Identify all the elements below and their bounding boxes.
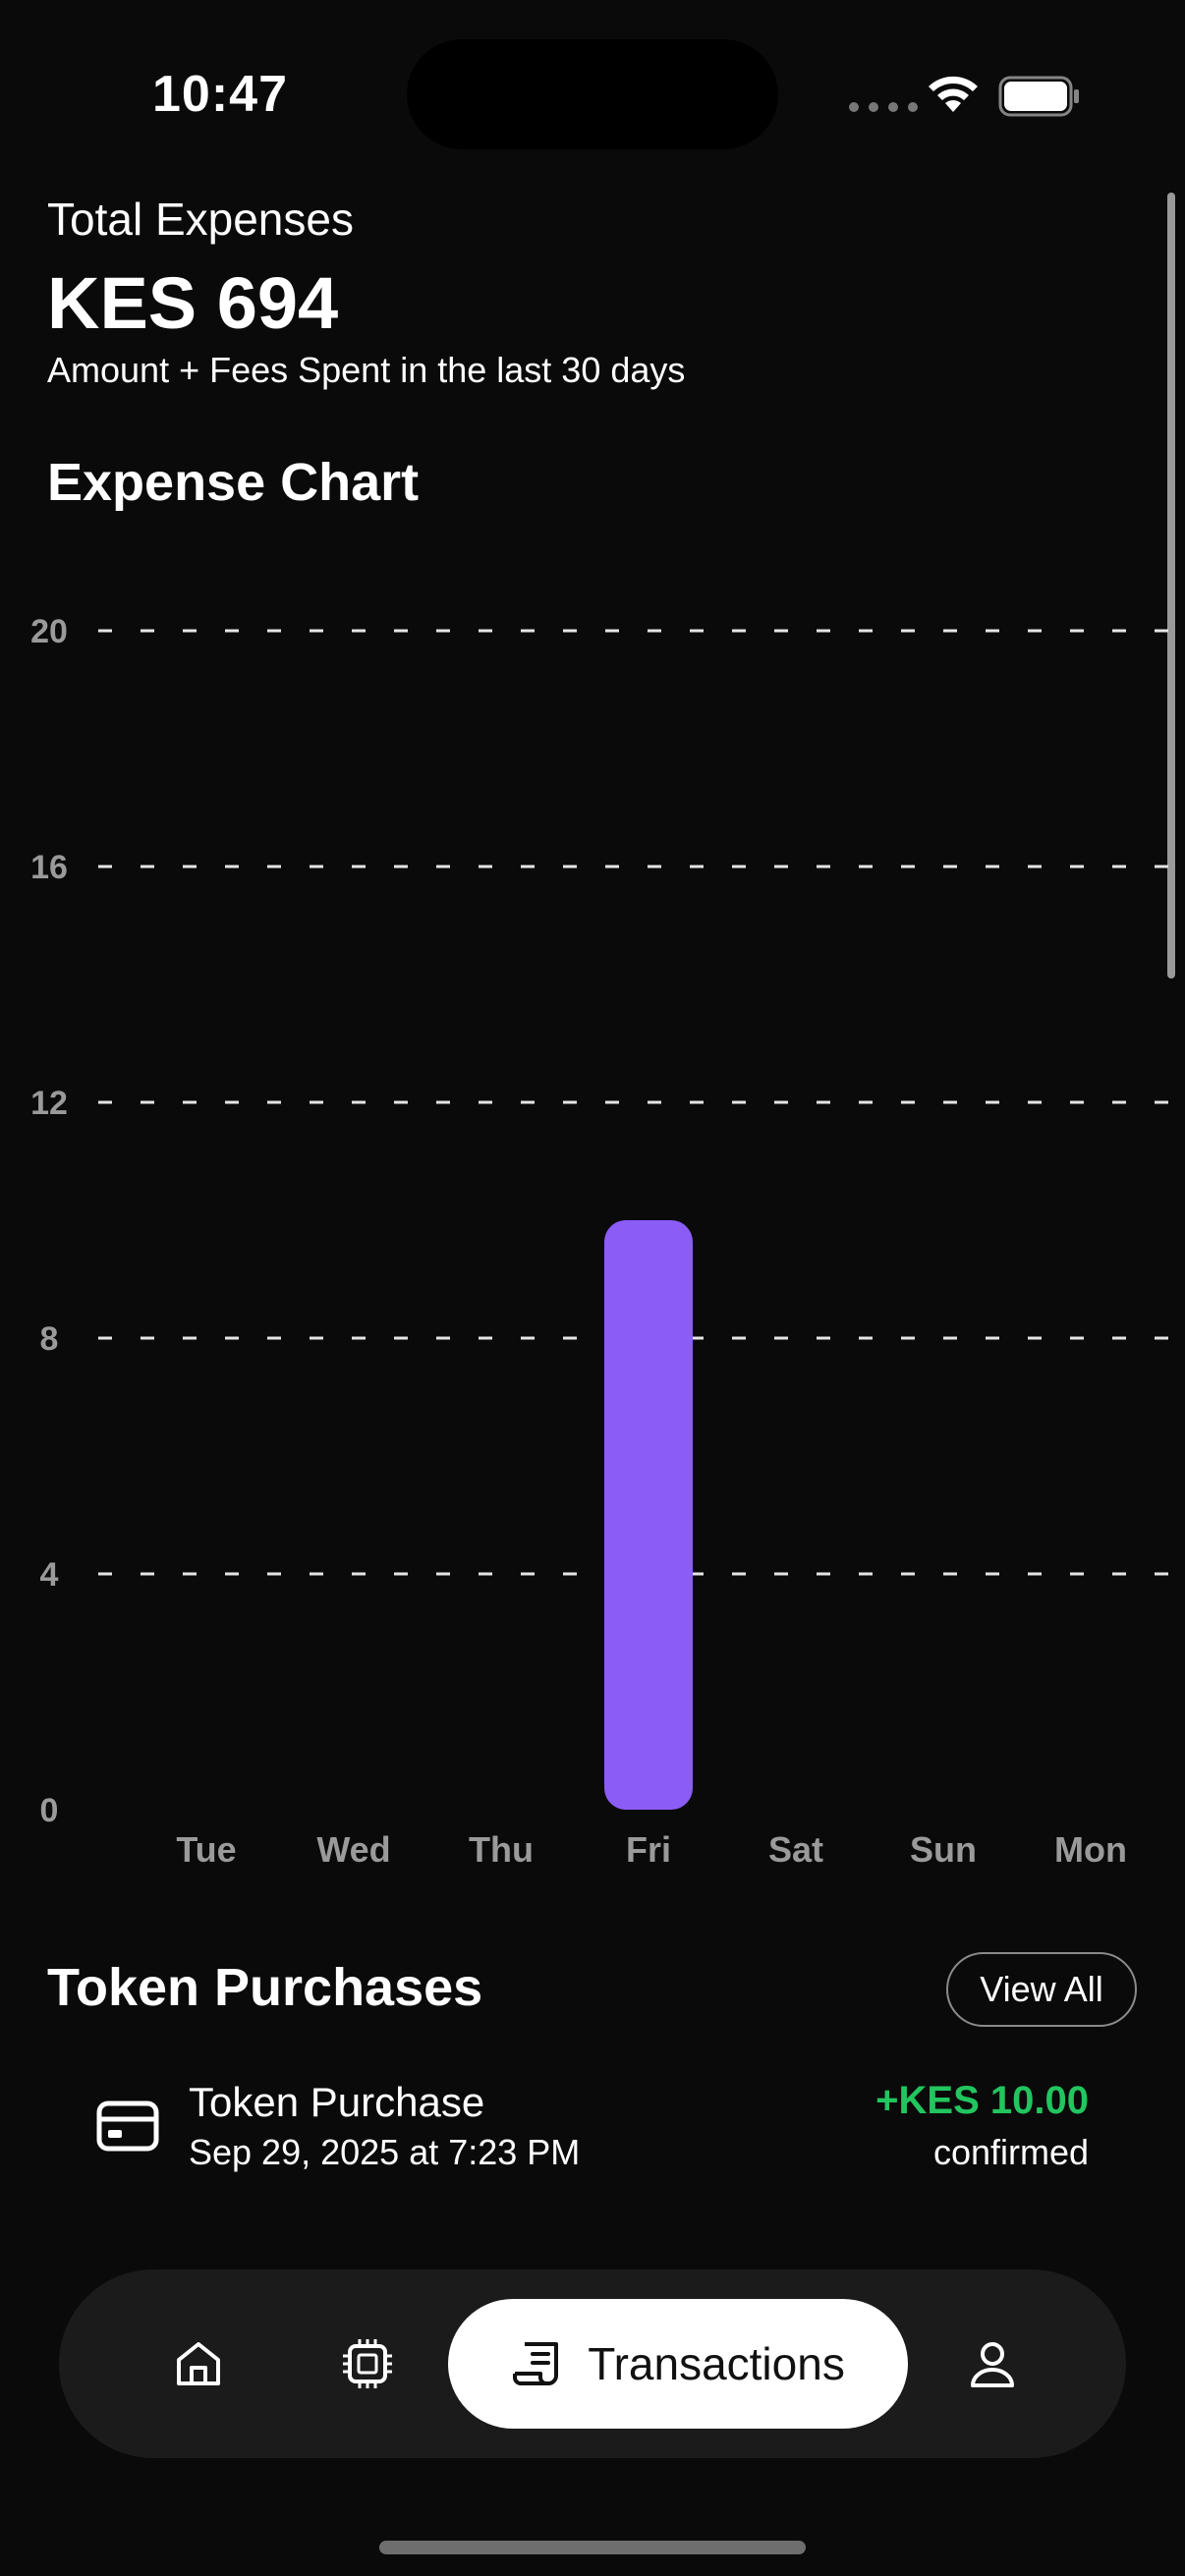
cellular-signal-icon <box>849 102 918 112</box>
view-all-button[interactable]: View All <box>946 1952 1137 2027</box>
y-tick-label: 4 <box>40 1556 59 1594</box>
x-tick-label-sat: Sat <box>768 1829 823 1870</box>
total-expenses-label: Total Expenses <box>47 194 354 245</box>
transaction-status: confirmed <box>932 2132 1089 2172</box>
bar-fri[interactable] <box>604 1220 693 1810</box>
y-tick-label: 12 <box>30 1085 68 1122</box>
bottom-navigation: Transactions <box>59 2269 1126 2458</box>
transaction-amount: +KES 10.00 <box>875 2079 1089 2122</box>
chip-icon <box>343 2339 392 2388</box>
x-tick-label-wed: Wed <box>316 1829 390 1870</box>
credit-card-icon <box>96 2100 159 2152</box>
y-tick-label: 8 <box>40 1320 59 1358</box>
home-indicator <box>379 2541 806 2554</box>
transaction-date: Sep 29, 2025 at 7:23 PM <box>189 2132 581 2172</box>
y-tick-label: 20 <box>30 613 68 650</box>
status-time: 10:47 <box>152 66 288 123</box>
total-expenses-subtitle: Amount + Fees Spent in the last 30 days <box>47 350 686 390</box>
scrollbar[interactable] <box>1167 193 1175 979</box>
x-tick-label-sun: Sun <box>910 1829 977 1870</box>
y-tick-label: 0 <box>40 1792 59 1829</box>
token-purchases-heading: Token Purchases <box>47 1958 483 2017</box>
nav-transactions-button[interactable]: Transactions <box>448 2299 908 2429</box>
y-tick-label: 16 <box>30 849 68 886</box>
home-icon <box>177 2342 220 2385</box>
user-icon <box>971 2342 1014 2387</box>
x-tick-label-fri: Fri <box>626 1829 671 1870</box>
battery-icon <box>998 76 1079 117</box>
x-tick-label-thu: Thu <box>469 1829 534 1870</box>
wifi-icon <box>929 76 978 112</box>
x-tick-label-tue: Tue <box>176 1829 236 1870</box>
total-expenses-value: KES 694 <box>47 262 339 344</box>
receipt-icon <box>513 2342 559 2385</box>
expense-chart-heading: Expense Chart <box>47 453 420 512</box>
expense-bar-chart: 0 4 8 12 16 20 Tue Wed Thu Fri Sat Sun Mon <box>30 613 1185 1870</box>
nav-devices-button[interactable] <box>326 2323 409 2405</box>
nav-home-button[interactable] <box>157 2323 240 2405</box>
x-tick-label-mon: Mon <box>1054 1829 1127 1870</box>
nav-profile-button[interactable] <box>951 2323 1034 2405</box>
nav-transactions-label: Transactions <box>588 2338 845 2389</box>
dynamic-island <box>407 39 778 149</box>
transaction-title: Token Purchase <box>189 2079 485 2125</box>
